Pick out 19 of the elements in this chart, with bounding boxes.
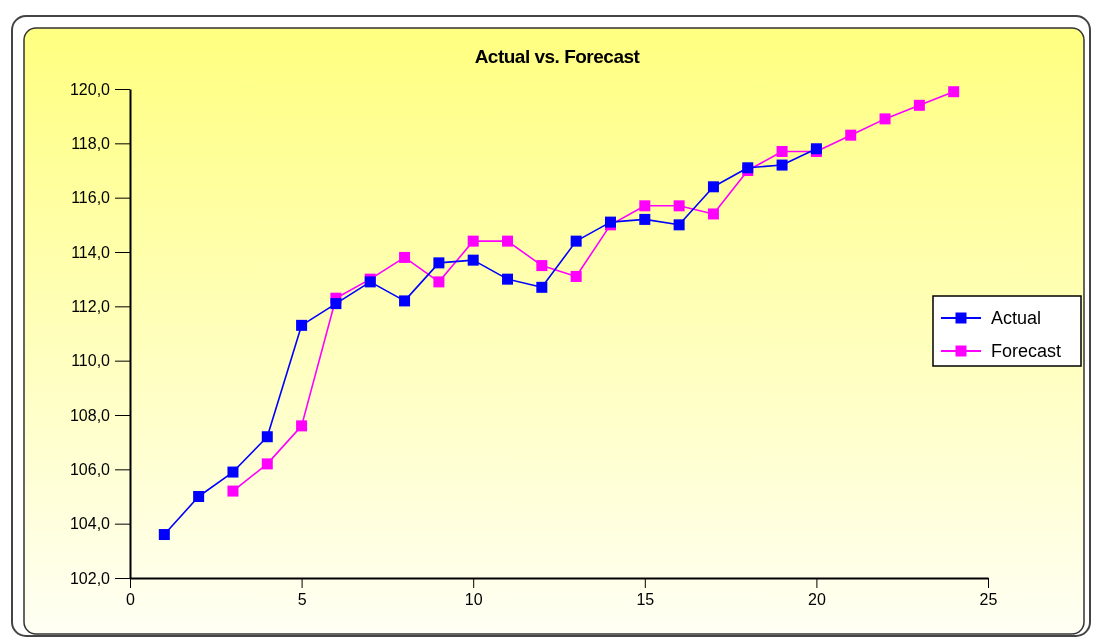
x-tick-label: 25 <box>979 591 998 609</box>
y-tick-label: 116,0 <box>71 189 111 207</box>
y-tick-label: 102,0 <box>69 569 111 587</box>
x-tick-label: 15 <box>636 591 655 609</box>
y-tick-label: 110,0 <box>71 352 111 370</box>
legend-label: Actual <box>991 308 1042 328</box>
x-tick-label: 5 <box>297 591 307 609</box>
y-tick-label: 104,0 <box>69 515 111 533</box>
y-tick-label: 112,0 <box>71 297 111 315</box>
x-tick-label: 0 <box>126 591 136 609</box>
x-tick-label: 10 <box>464 591 483 609</box>
y-tick-label: 106,0 <box>69 460 111 478</box>
x-tick-label: 20 <box>808 591 826 609</box>
y-tick-label: 120,0 <box>69 80 111 98</box>
chart-title: Actual vs. Forecast <box>474 46 641 67</box>
legend-label: Forecast <box>991 341 1062 361</box>
y-tick-label: 114,0 <box>71 243 111 261</box>
y-tick-label: 108,0 <box>69 406 111 424</box>
y-tick-label: 118,0 <box>71 134 111 152</box>
